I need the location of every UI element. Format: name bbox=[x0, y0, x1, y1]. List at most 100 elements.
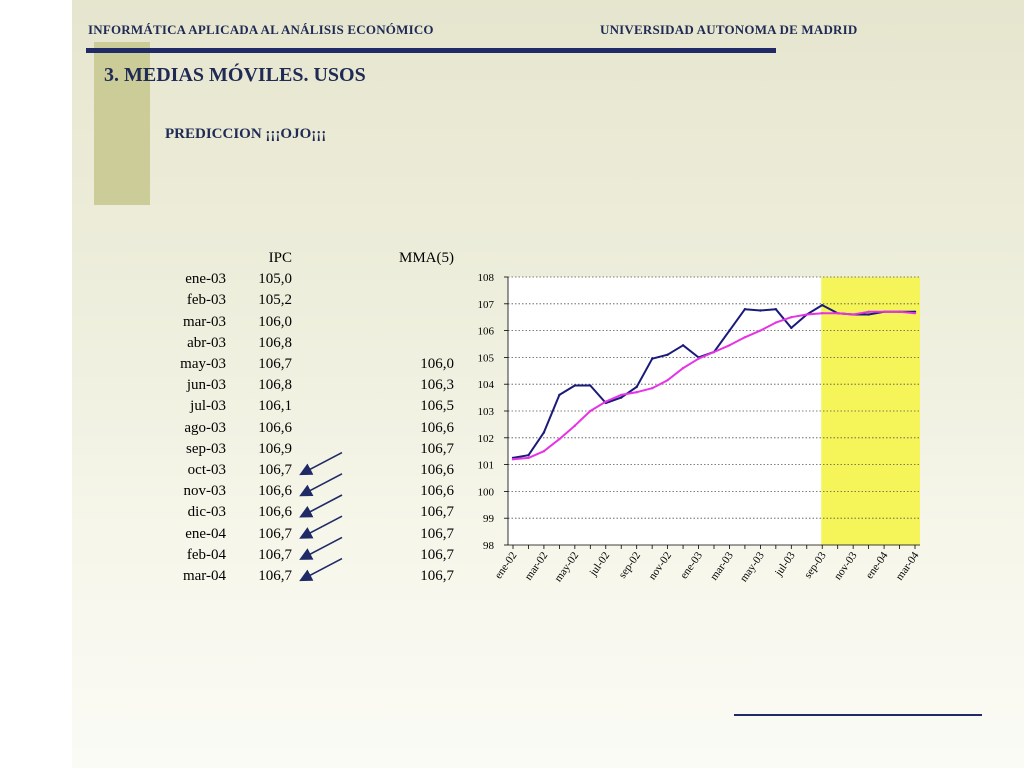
ipc-table: IPC MMA(5) ene-03 105,0 feb-03 105,2 mar-03 1… bbox=[160, 248, 454, 587]
y-tick-label: 104 bbox=[478, 379, 495, 391]
cell-ipc: 106,7 bbox=[258, 525, 292, 542]
cell-ipc: 106,8 bbox=[258, 377, 292, 394]
table-header-row: IPC MMA(5) bbox=[160, 248, 454, 269]
cell-month: feb-04 bbox=[186, 546, 226, 563]
forecast-arrow bbox=[299, 473, 343, 497]
y-tick-label: 98 bbox=[483, 540, 495, 552]
cell-month: sep-03 bbox=[186, 440, 226, 457]
table-row: jun-03 106,8 106,3 bbox=[160, 375, 454, 396]
cell-mma: 106,7 bbox=[420, 504, 454, 521]
cell-ipc: 105,0 bbox=[258, 271, 292, 288]
cell-ipc: 106,0 bbox=[258, 313, 292, 330]
table-body: ene-03 105,0 feb-03 105,2 mar-03 106,0 abr-03 1… bbox=[160, 269, 454, 587]
cell-month: ene-03 bbox=[185, 271, 226, 288]
cell-mma: 106,7 bbox=[420, 440, 454, 457]
mma-point bbox=[805, 313, 808, 316]
cell-mma: 106,7 bbox=[420, 546, 454, 563]
mma-point bbox=[527, 456, 530, 460]
ipc-point bbox=[681, 344, 685, 347]
table-row: nov-03 106,6 106,6 bbox=[160, 481, 455, 502]
cell-month: oct-03 bbox=[187, 462, 226, 479]
header-ipc: IPC bbox=[268, 250, 292, 266]
cell-month: ene-04 bbox=[185, 525, 226, 542]
ipc-point bbox=[589, 384, 592, 387]
mma-point bbox=[790, 316, 793, 319]
forecast-arrow bbox=[299, 494, 343, 518]
y-tick-label: 108 bbox=[478, 272, 495, 284]
table-row: dic-03 106,6 106,7 bbox=[160, 502, 454, 523]
mma-point bbox=[898, 310, 901, 314]
table-row: mar-03 106,0 bbox=[160, 312, 454, 333]
mma-point bbox=[666, 378, 669, 382]
cell-ipc: 106,9 bbox=[258, 440, 292, 457]
y-tick-label: 101 bbox=[478, 460, 495, 472]
cell-mma: 106,5 bbox=[420, 398, 454, 415]
slide-title: 3. MEDIAS MÓVILES. USOS bbox=[104, 64, 366, 86]
mma-point bbox=[867, 310, 870, 314]
ipc-point bbox=[666, 353, 669, 356]
y-tick-label: 100 bbox=[478, 486, 495, 498]
table-row: ago-03 106,6 106,6 bbox=[160, 418, 454, 439]
y-tick-label: 102 bbox=[478, 433, 495, 445]
forecast-arrow bbox=[299, 451, 343, 476]
mma-point bbox=[542, 450, 546, 453]
x-tick-label: mar-02 bbox=[522, 550, 550, 583]
cell-month: jun-03 bbox=[186, 377, 226, 394]
mma-point bbox=[604, 400, 607, 403]
mma-point bbox=[589, 409, 592, 413]
mma-point bbox=[635, 391, 638, 394]
ipc-point bbox=[558, 393, 561, 397]
slide-subtitle: PREDICCION ¡¡¡OJO¡¡¡ bbox=[165, 126, 327, 142]
ipc-point bbox=[527, 454, 530, 457]
y-tick-label: 106 bbox=[478, 326, 495, 338]
mma-point bbox=[681, 366, 685, 370]
x-tick-label: sep-02 bbox=[616, 550, 643, 581]
mma-point bbox=[882, 310, 886, 314]
x-tick-label: ene-03 bbox=[678, 549, 705, 581]
table-row: may-03 106,7 106,0 bbox=[160, 354, 454, 375]
cell-month: mar-04 bbox=[182, 568, 226, 585]
cell-ipc: 106,7 bbox=[258, 462, 292, 479]
cell-month: feb-03 bbox=[186, 292, 226, 309]
mma-point bbox=[728, 344, 731, 347]
x-tick-label: nov-02 bbox=[646, 550, 674, 582]
x-tick-label: mar-04 bbox=[894, 549, 922, 582]
x-tick-label: jul-02 bbox=[587, 550, 612, 579]
x-tick-label: may-02 bbox=[552, 550, 581, 584]
cell-ipc: 105,2 bbox=[258, 292, 292, 309]
header-mma: MMA(5) bbox=[399, 250, 454, 266]
cell-mma: 106,6 bbox=[420, 462, 454, 479]
mma-point bbox=[774, 321, 778, 324]
cell-ipc: 106,6 bbox=[258, 504, 292, 521]
cell-month: mar-03 bbox=[182, 313, 226, 330]
forecast-arrow bbox=[299, 557, 343, 582]
cell-mma: 106,0 bbox=[420, 356, 454, 373]
x-tick-label: sep-03 bbox=[802, 549, 829, 580]
x-tick-label: nov-03 bbox=[832, 549, 860, 582]
ipc-point bbox=[759, 309, 762, 312]
cell-mma: 106,3 bbox=[420, 377, 454, 394]
table-row: ene-03 105,0 bbox=[160, 269, 454, 290]
left-white-band bbox=[0, 0, 72, 768]
cell-mma: 106,7 bbox=[420, 525, 454, 542]
x-tick-label: ene-02 bbox=[492, 550, 519, 581]
mma-point bbox=[836, 311, 839, 315]
ipc-point bbox=[790, 326, 793, 330]
ipc-point bbox=[821, 303, 824, 307]
mma-point bbox=[759, 329, 762, 332]
y-tick-label: 99 bbox=[483, 513, 495, 525]
mma-point bbox=[697, 357, 700, 360]
table-row: feb-03 105,2 bbox=[160, 290, 454, 311]
cell-mma: 106,6 bbox=[420, 419, 454, 436]
table-row: feb-04 106,7 106,7 bbox=[160, 545, 454, 566]
cell-mma: 106,6 bbox=[420, 483, 454, 500]
mma-point bbox=[821, 311, 824, 315]
table-row: abr-03 106,8 bbox=[160, 333, 454, 354]
cell-ipc: 106,7 bbox=[258, 546, 292, 563]
ipc-point bbox=[635, 385, 638, 389]
cell-ipc: 106,1 bbox=[258, 398, 292, 415]
cell-month: abr-03 bbox=[187, 334, 226, 351]
forecast-arrow bbox=[299, 536, 343, 560]
